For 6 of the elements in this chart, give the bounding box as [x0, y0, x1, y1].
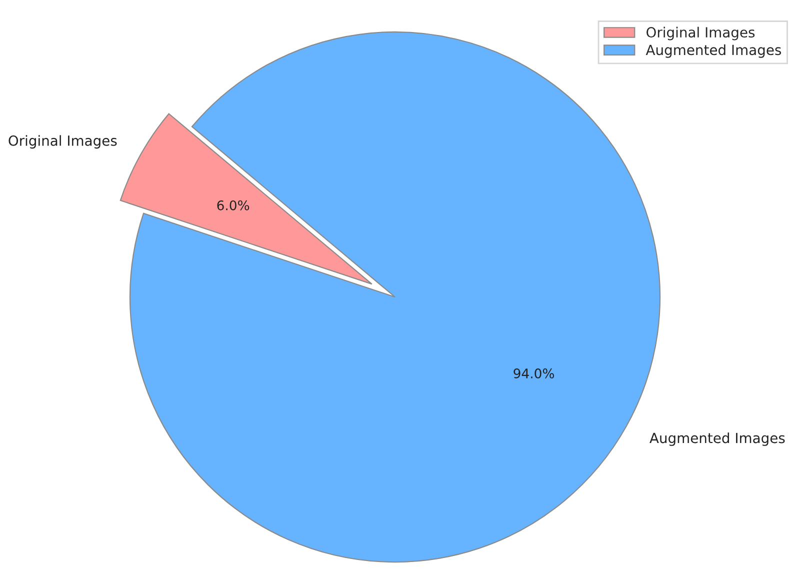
data-label: 94.0%	[514, 368, 554, 378]
slice-label: Augmented Images	[650, 432, 785, 446]
category-label: Original Images	[8, 135, 117, 149]
data-label: 6.0%	[217, 200, 250, 210]
legend-label: Augmented Images	[646, 44, 782, 58]
legend-label: Original Images	[646, 26, 755, 40]
